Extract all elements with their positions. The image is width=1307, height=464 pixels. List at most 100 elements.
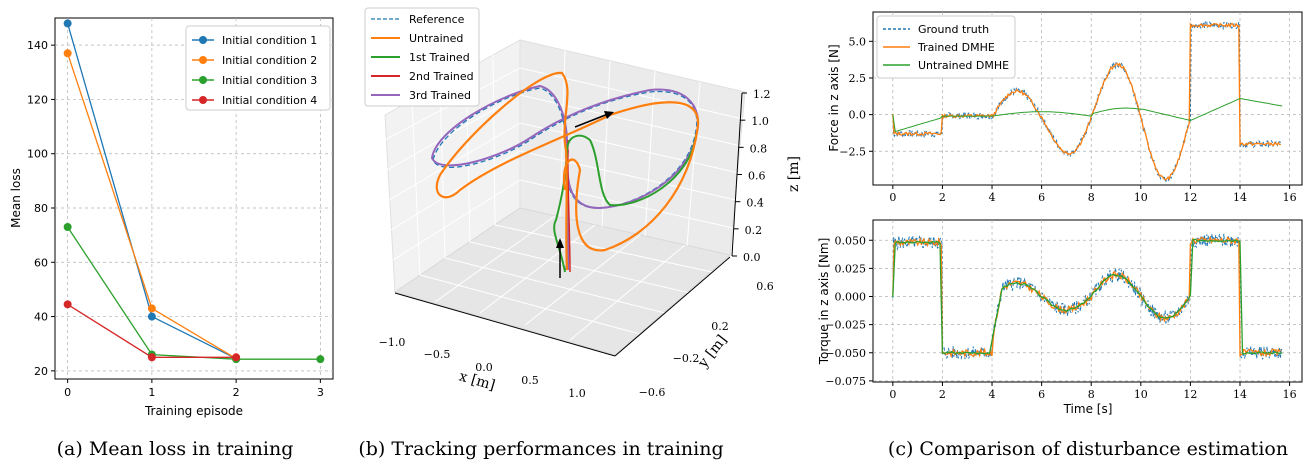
panel-c-x-tick-label: 0: [889, 388, 896, 401]
panel-c-x-tick-label: 8: [1088, 388, 1095, 401]
panel-a-data-point: [63, 49, 72, 58]
panel-b-z-tick-label: 0.2: [745, 224, 763, 237]
panel-b-y-tick-label: 0.6: [756, 280, 774, 293]
panel-c-force-legend: Ground truth Trained DMHE Untrained DMHE: [876, 15, 1016, 79]
panel-a-y-tick-label: 60: [34, 256, 48, 269]
panel-a-x-tick-label: 0: [64, 386, 71, 399]
panel-a-x-tick-label: 1: [148, 386, 155, 399]
panel-b-z-tick-label: 0.8: [750, 142, 768, 155]
panel-c-x-tick-label: 16: [1283, 388, 1297, 401]
panel-b-x-tick-label: 1.0: [568, 387, 586, 400]
panel-b-y-tick-label: 0.2: [711, 320, 729, 333]
panel-a-legend-entry: Initial condition 1: [222, 34, 317, 47]
panel-a-y-tick-label: 40: [34, 311, 48, 324]
panel-a-y-axis-label: Mean loss: [9, 168, 23, 228]
panel-a-legend-entry: Initial condition 2: [222, 54, 317, 67]
panel-c-y-tick-label: 2.5: [849, 72, 867, 85]
panel-c-x-tick-label: 4: [989, 191, 996, 204]
panel-b-legend-entry: Reference: [409, 13, 465, 26]
panel-a-y-tick-label: 100: [27, 148, 48, 161]
panel-c-torque-ticks: 0 2 4 6 8 10 12 14 16 −0.075 −0.050 −0.025 0.000 0.02…: [825, 234, 1296, 401]
panel-b-legend: Reference Untrained 1st Trained 2nd Trained…: [364, 7, 480, 107]
panel-a-mean-loss-chart: 0 1 2 3 20 40 60 80 100 120 140 Training episode M…: [9, 17, 334, 460]
panel-b-z-tick-label: 0.6: [748, 170, 766, 183]
panel-c-x-tick-label: 2: [939, 388, 946, 401]
panel-c-y-tick-label: 5.0: [849, 35, 867, 48]
panel-b-legend-entry: 2nd Trained: [409, 70, 474, 83]
panel-a-series-line-3: [67, 226, 321, 360]
panel-b-3d-tracking-chart: 1.2 1.0 0.8 0.6 0.4 0.2 0.0 z [m] −1.0 −0.5 0.0 0…: [358, 7, 802, 460]
panel-a-x-tick-label: 2: [233, 386, 240, 399]
panel-a-y-tick-label: 20: [34, 365, 48, 378]
panel-a-legend-marker: [199, 36, 207, 44]
panel-c-force-grid: [873, 12, 1302, 185]
panel-b-z-tick-label: 1.0: [751, 115, 769, 128]
panel-c-x-tick-label: 6: [1038, 191, 1045, 204]
panel-c-y-tick-label: 0.050: [835, 234, 867, 247]
panel-a-data-point: [316, 355, 325, 364]
panel-b-legend-entry: 3rd Trained: [409, 89, 471, 102]
panel-c-y-tick-label: 0.0: [849, 109, 867, 122]
caption-c: (c) Comparison of disturbance estimation: [888, 438, 1288, 460]
panel-b-z-axis-label: z [m]: [786, 156, 802, 192]
panel-b-legend-entry: 1st Trained: [409, 51, 470, 64]
panel-a-series: [63, 19, 325, 364]
panel-c-x-tick-label: 14: [1233, 388, 1247, 401]
panel-a-legend-marker: [199, 56, 207, 64]
panel-c-disturbance-estimation-charts: 0 2 4 6 8 10 12 14 16 −2.5 0.0 2.5 5.0 Force in z ax…: [817, 11, 1303, 460]
panel-b-z-axis: 1.2 1.0 0.8 0.6 0.4 0.2 0.0 z [m]: [731, 88, 802, 264]
panel-c-x-axis-label: Time [s]: [1063, 402, 1113, 416]
panel-c-y-tick-label: −0.025: [825, 319, 866, 332]
panel-c-torque-y-axis-label: Torque in z axis [Nm]: [817, 238, 831, 366]
panel-b-y-tick-label: −0.6: [639, 386, 666, 399]
panel-a-legend-entry: Initial condition 3: [222, 74, 317, 87]
panel-b-floor-pane: [393, 207, 732, 356]
panel-b-z-tick-label: 1.2: [753, 88, 771, 101]
panel-b-z-tick-label: 0.0: [743, 251, 761, 264]
panel-c-force-series: [892, 20, 1283, 184]
panel-a-data-point: [232, 353, 241, 362]
panel-c-x-tick-label: 12: [1183, 388, 1197, 401]
panel-b-x-tick-label: −1.0: [379, 336, 406, 349]
panel-a-data-point: [63, 19, 72, 28]
panel-b-y-tick-label: −0.2: [673, 352, 700, 365]
panel-b-trajectory-reference: [432, 87, 698, 271]
panel-c-x-tick-label: 10: [1134, 191, 1148, 204]
panel-b-direction-arrows: [556, 111, 614, 278]
panel-b-z-tick-label: 0.4: [746, 197, 764, 210]
panel-a-legend-marker: [199, 96, 207, 104]
panel-c-x-tick-label: 10: [1134, 388, 1148, 401]
panel-c-force-axes-frame: [872, 11, 1303, 186]
caption-a: (a) Mean loss in training: [57, 438, 294, 460]
panel-c-force-y-axis-label: Force in z axis [N]: [827, 44, 841, 151]
panel-c-x-tick-label: 4: [989, 388, 996, 401]
panel-b-trajectory-untrained: [435, 71, 700, 271]
panel-c-y-tick-label: 0.000: [835, 291, 867, 304]
panel-c-y-tick-label: 0.025: [835, 262, 867, 275]
panel-a-data-point: [147, 353, 156, 362]
panel-c-torque-series: [892, 233, 1283, 360]
torque-series-trained-dmhe: [892, 235, 1282, 359]
panel-b-x-tick-label: 0.5: [521, 374, 539, 387]
force-series-trained-dmhe: [892, 21, 1281, 181]
panel-c-y-tick-label: −2.5: [839, 145, 866, 158]
panel-b-trajectories: [430, 71, 700, 273]
panel-c-x-tick-label: 14: [1233, 191, 1247, 204]
panel-a-data-point: [63, 300, 72, 309]
panel-b-trajectory-1st-trained: [553, 134, 697, 273]
panel-c-force-ticks: 0 2 4 6 8 10 12 14 16 −2.5 0.0 2.5 5.0: [839, 35, 1296, 204]
panel-c-torque-axes-frame: [872, 219, 1303, 383]
caption-b: (b) Tracking performances in training: [358, 438, 723, 460]
panel-b-legend-entry: Untrained: [409, 32, 463, 45]
panel-a-legend: Initial condition 1 Initial condition 2 In…: [185, 25, 331, 111]
panel-b-pane-grid: [384, 49, 744, 341]
panel-a-axes-frame: [54, 17, 334, 380]
panel-a-legend-entry: Initial condition 4: [222, 94, 317, 107]
panel-a-data-point: [63, 223, 72, 231]
panel-c-x-tick-label: 6: [1038, 388, 1045, 401]
panel-c-x-tick-label: 2: [939, 191, 946, 204]
panel-c-x-tick-label: 8: [1088, 191, 1095, 204]
panel-a-data-point: [147, 304, 156, 313]
panel-c-y-tick-label: −0.075: [825, 375, 866, 388]
